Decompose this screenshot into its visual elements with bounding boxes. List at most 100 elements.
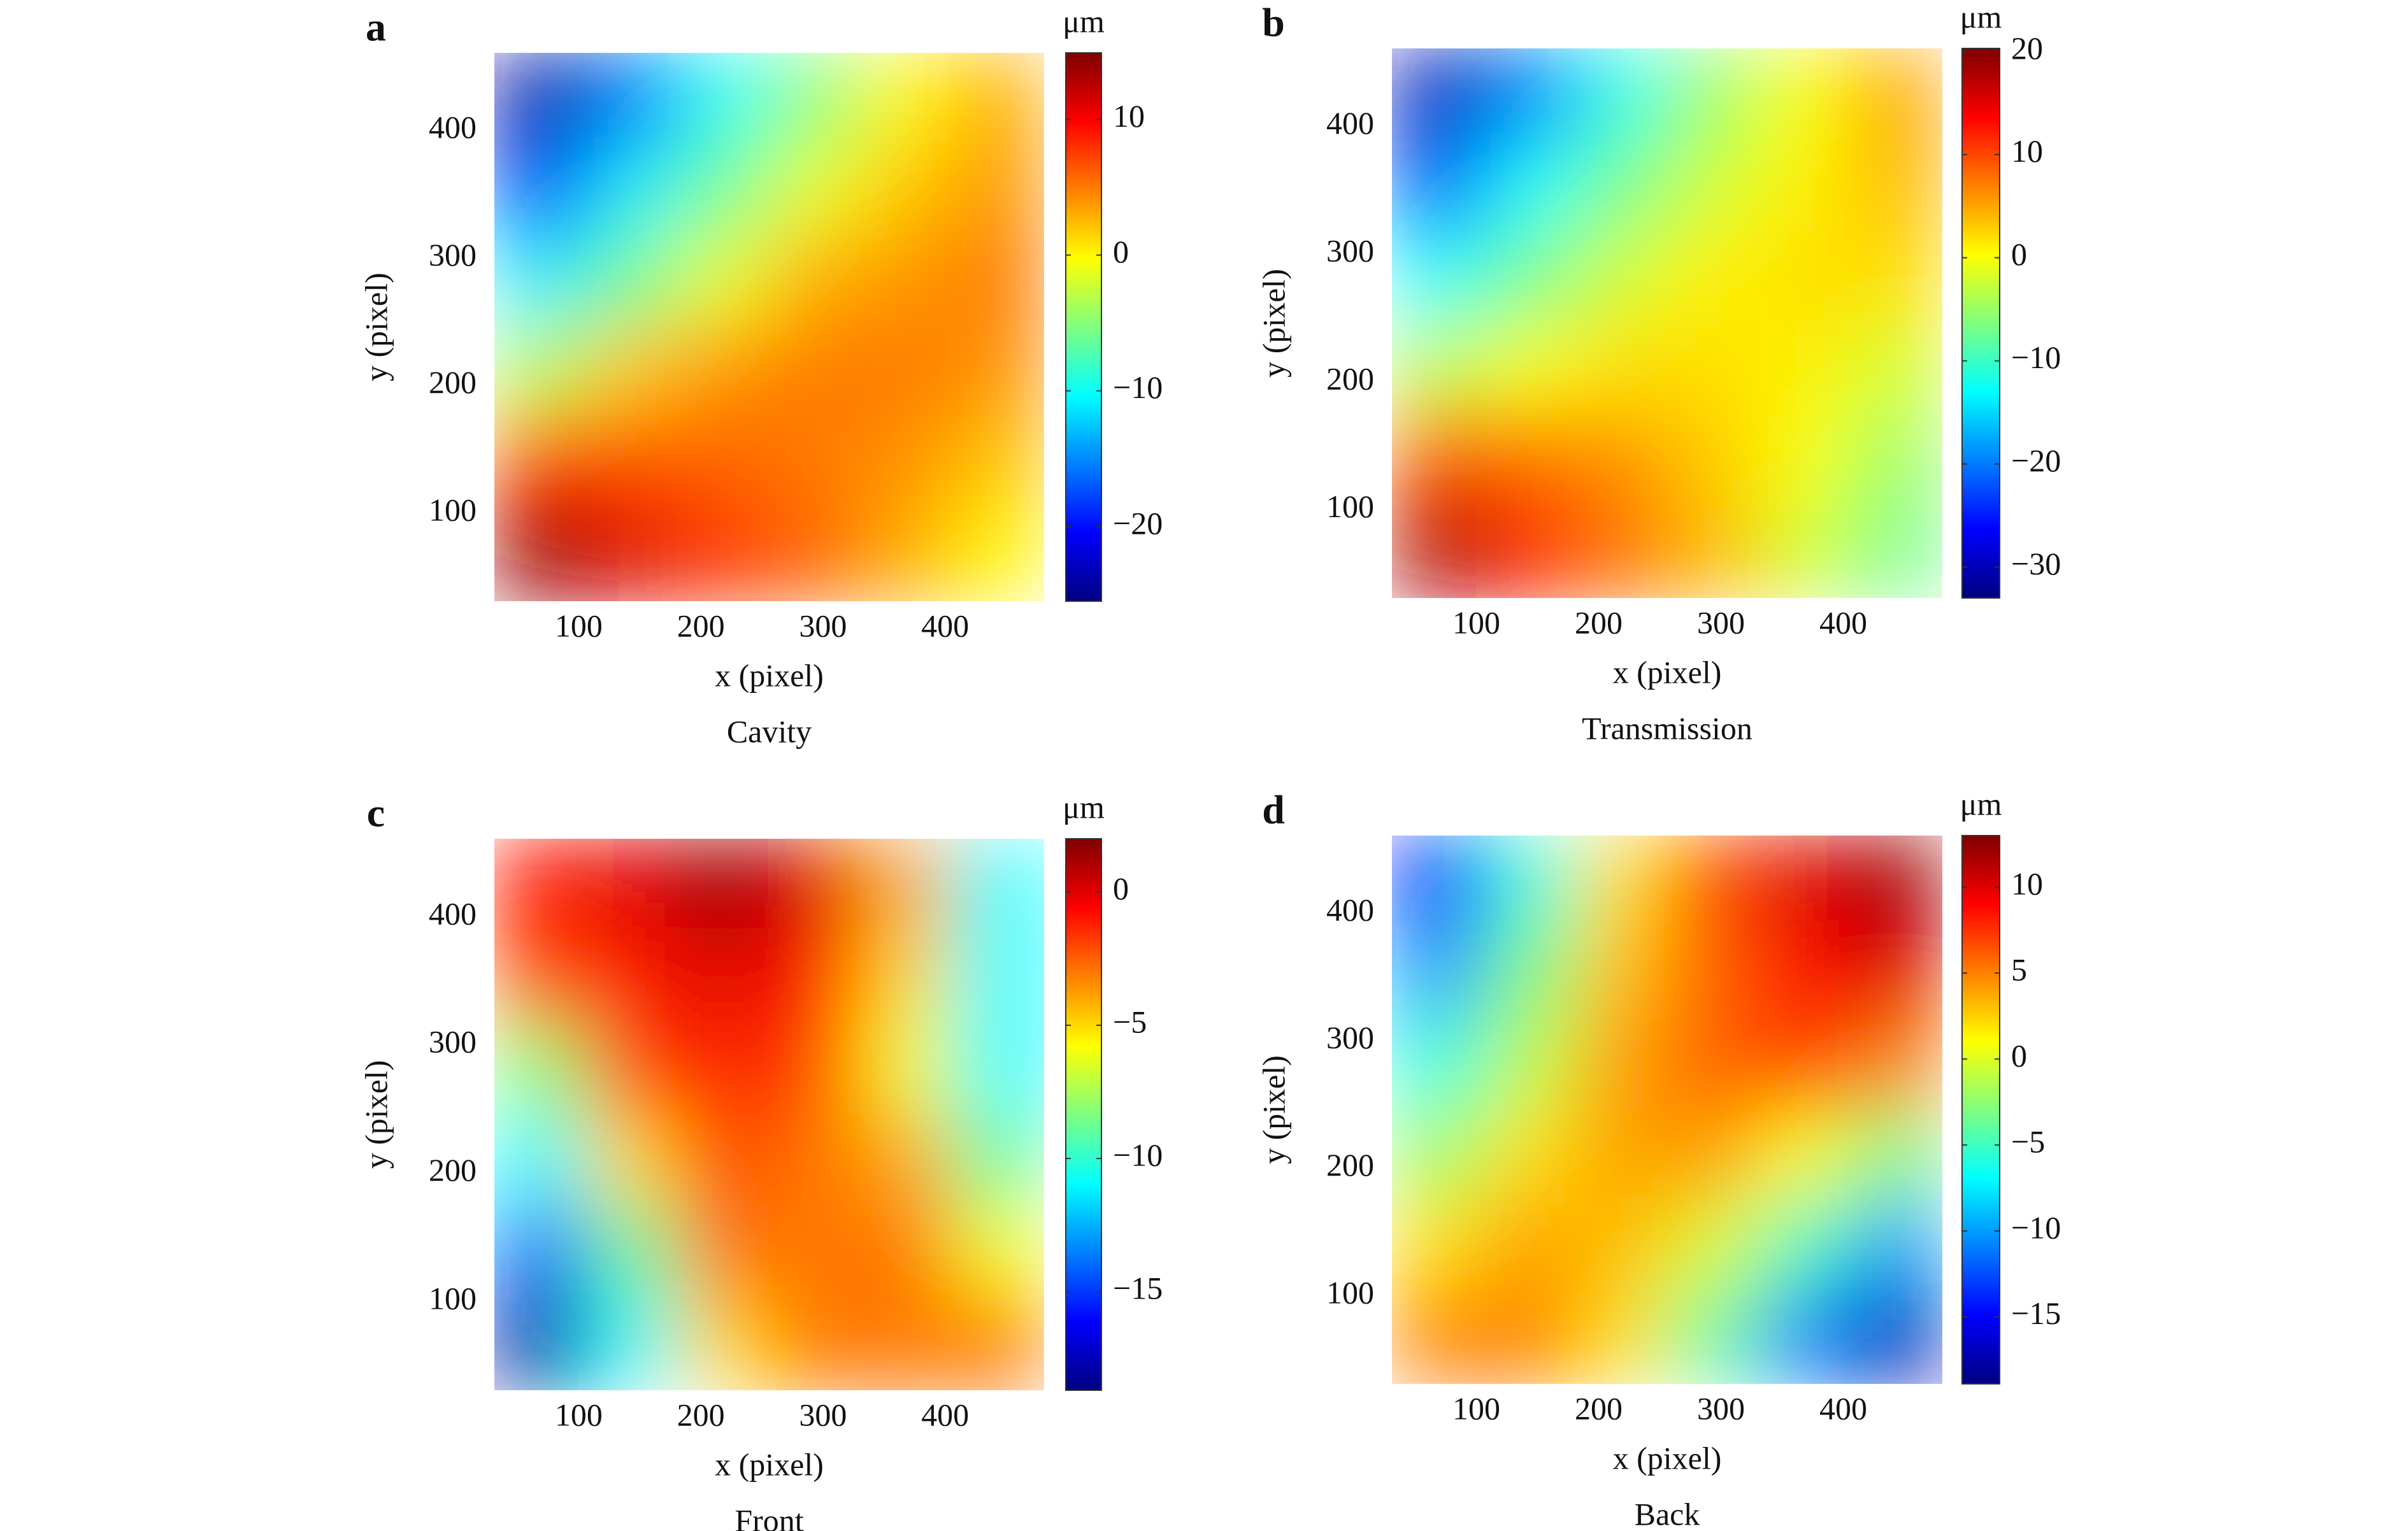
heatmap-cell xyxy=(1850,1200,1942,1293)
heatmap-cell xyxy=(1483,48,1576,141)
heatmap-cell xyxy=(1666,1200,1759,1293)
heatmap-cell xyxy=(1483,231,1576,324)
heatmap-cell xyxy=(952,235,1044,327)
heatmap-cell xyxy=(860,930,953,1023)
heatmap-cell xyxy=(1758,48,1851,141)
heatmap-cell xyxy=(1575,414,1668,507)
y-tick-label: 300 xyxy=(1326,1020,1374,1055)
heatmap-cell xyxy=(1666,1109,1759,1202)
heatmap-cell xyxy=(494,1022,587,1115)
heatmap-cell xyxy=(1850,323,1942,415)
heatmap-cell xyxy=(1666,414,1759,507)
heatmap-cell xyxy=(677,1298,770,1390)
x-tick-label: 100 xyxy=(1452,604,1500,640)
colorbar-tick-label: 0 xyxy=(2011,1037,2027,1073)
y-tick-label: 400 xyxy=(1326,892,1374,928)
heatmap-cell xyxy=(1392,231,1484,324)
heatmap-cell xyxy=(1758,836,1851,927)
heatmap-cell xyxy=(860,839,953,931)
heatmap-cell xyxy=(1483,1200,1576,1293)
heatmap-cell xyxy=(1575,323,1668,415)
heatmap-cell xyxy=(1392,414,1484,507)
y-tick-label: 400 xyxy=(429,110,477,145)
heatmap-cell xyxy=(860,1298,953,1390)
heatmap-cell xyxy=(585,235,678,327)
heatmap-cell xyxy=(769,1206,861,1299)
heatmap-cell xyxy=(1483,414,1576,507)
heatmap-cell xyxy=(494,1206,587,1299)
heatmap-cell xyxy=(1392,836,1484,927)
x-axis-label: x (pixel) xyxy=(715,657,824,693)
x-tick-label: 400 xyxy=(921,608,969,643)
heatmap-cell xyxy=(769,53,861,145)
heatmap-cell xyxy=(860,327,953,419)
heatmap-cell xyxy=(1758,414,1851,507)
colorbar-tick-label: −10 xyxy=(1113,369,1163,405)
heatmap-cell xyxy=(677,1022,770,1115)
y-tick-label: 200 xyxy=(429,364,477,400)
colorbar-tick-label: −30 xyxy=(2011,546,2061,581)
heatmap-cell xyxy=(1575,139,1668,232)
heatmap-cell xyxy=(1483,323,1576,415)
x-tick-label: 100 xyxy=(555,608,603,643)
heatmap-cell xyxy=(860,235,953,327)
heatmap-cell xyxy=(677,235,770,327)
plot-area xyxy=(1392,48,1942,598)
heatmap-cell xyxy=(952,1206,1044,1299)
heatmap-cell xyxy=(1666,836,1759,927)
colorbar-label: μm xyxy=(1960,0,2002,34)
heatmap-cell xyxy=(769,418,861,510)
heatmap-cell xyxy=(494,235,587,327)
colorbar-tick-label: 10 xyxy=(2011,865,2043,901)
heatmap-cell xyxy=(585,327,678,419)
x-tick-label: 200 xyxy=(677,608,725,643)
panel-letter: b xyxy=(1262,0,1285,45)
heatmap-cell xyxy=(1392,139,1484,232)
heatmap-cell xyxy=(1483,139,1576,232)
heatmap-cell xyxy=(860,1022,953,1115)
colorbar-tick-label: −20 xyxy=(1113,505,1163,541)
heatmap-cell xyxy=(1666,139,1759,232)
colorbar-label: μm xyxy=(1960,786,2002,822)
plot-area xyxy=(494,839,1044,1390)
heatmap-cell xyxy=(585,1114,678,1207)
heatmap-cell xyxy=(952,1114,1044,1207)
plot-area xyxy=(494,53,1044,601)
heatmap-cell xyxy=(1850,231,1942,324)
colorbar-tick-label: 0 xyxy=(1113,871,1129,906)
heatmap-cell xyxy=(952,418,1044,510)
heatmap-cell xyxy=(1758,231,1851,324)
heatmap-cell xyxy=(494,1298,587,1390)
heatmap-cell xyxy=(1666,1018,1759,1110)
x-tick-label: 200 xyxy=(1575,1390,1623,1426)
heatmap-cell xyxy=(494,418,587,510)
heatmap-cell xyxy=(677,327,770,419)
heatmap-cell xyxy=(860,144,953,236)
panel-letter: a xyxy=(366,4,386,50)
heatmap-cell xyxy=(769,235,861,327)
heatmap-cell xyxy=(1392,323,1484,415)
colorbar xyxy=(1065,838,1102,1391)
x-tick-label: 100 xyxy=(1452,1390,1500,1426)
heatmap-cell xyxy=(494,509,587,601)
colorbar-tick-label: 20 xyxy=(2011,30,2043,66)
y-tick-label: 300 xyxy=(429,237,477,273)
x-tick-label: 300 xyxy=(1697,604,1745,640)
heatmap-cell xyxy=(1575,231,1668,324)
heatmap-cell xyxy=(494,53,587,145)
panel-title: Cavity xyxy=(727,713,812,749)
heatmap-cell xyxy=(585,1298,678,1390)
y-tick-label: 200 xyxy=(429,1152,477,1188)
heatmap-cell xyxy=(1483,1109,1576,1202)
heatmap-cell xyxy=(1850,1109,1942,1202)
y-axis-label: y (pixel) xyxy=(358,1060,394,1169)
y-tick-label: 400 xyxy=(429,895,477,931)
colorbar-tick-label: −10 xyxy=(2011,1209,2061,1245)
y-tick-label: 100 xyxy=(1326,1274,1374,1310)
panel-letter: d xyxy=(1262,787,1285,832)
colorbar-label: μm xyxy=(1063,3,1105,39)
